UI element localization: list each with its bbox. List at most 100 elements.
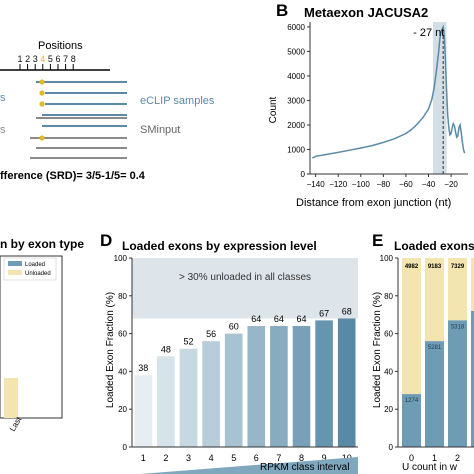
chart-e-y-tick-label: 20 <box>384 405 393 414</box>
chart-d-x-tick-label: 3 <box>186 453 191 463</box>
position-number: 2 <box>25 54 30 64</box>
chart-d-rpkm-wedge <box>140 457 358 474</box>
chart-d-bar <box>247 326 266 447</box>
chart-d-bar-value: 68 <box>342 306 352 316</box>
chart-e-y-tick-label: 0 <box>389 443 394 452</box>
chart-b-ylabel: Count <box>268 96 279 123</box>
crosslink-dot <box>39 135 45 141</box>
chart-d-bar-value: 67 <box>319 308 329 318</box>
chart-e-bar-unloaded <box>425 258 444 342</box>
chart-b-y-tick-label: 0 <box>301 170 306 179</box>
chart-d-xlabel: RPKM class interval <box>260 462 349 473</box>
chart-d-bar-value: 64 <box>296 314 306 324</box>
eclip-cut-label: s <box>0 92 6 104</box>
chart-d-bar <box>202 341 220 447</box>
chart-d-y-tick-label: 100 <box>114 254 128 263</box>
chart-d-x-tick-label: 2 <box>163 453 168 463</box>
chart-e-x-tick-label: 0 <box>409 453 414 463</box>
chart-d-bar-value: 56 <box>206 329 216 339</box>
chart-c-title: n by exon type <box>0 237 84 251</box>
chart-e-top-count: 9183 <box>428 264 442 270</box>
chart-b-xlabel: Distance from exon junction (nt) <box>296 197 451 209</box>
chart-b-y-tick-label: 6000 <box>287 23 305 32</box>
chart-d-y-tick-label: 20 <box>118 405 127 414</box>
chart-e-y-tick-label: 40 <box>384 367 393 376</box>
chart-d-x-tick-label: 6 <box>254 453 259 463</box>
chart-e-y-tick-label: 100 <box>380 254 394 263</box>
chart-d-x-tick-label: 1 <box>141 453 146 463</box>
sminput-cut-label: s <box>0 124 6 136</box>
chart-b-x-tick-label: −100 <box>352 180 371 189</box>
chart-e-bar-loaded <box>448 320 467 447</box>
chart-d-y-tick-label: 0 <box>123 443 128 452</box>
chart-c-plot-area <box>0 255 63 419</box>
chart-e-bar-unloaded <box>402 258 421 395</box>
chart-b-y-tick-label: 3000 <box>287 96 305 105</box>
chart-b-x-tick-label: −20 <box>444 180 458 189</box>
chart-b-x-tick-label: −40 <box>422 180 436 189</box>
eclip-label: eCLIP samples <box>140 95 215 107</box>
legend-swatch-unloaded <box>8 270 22 275</box>
panel-letter-d: D <box>100 231 112 250</box>
chart-e-x-tick-label: 2 <box>455 453 460 463</box>
chart-c-bar-unloaded <box>4 378 18 418</box>
chart-b-title: Metaexon JACUSA2 <box>304 5 428 20</box>
sminput-label: SMinput <box>140 124 180 136</box>
chart-d-bar <box>292 326 311 447</box>
chart-d-bar-value: 48 <box>161 344 171 354</box>
legend-loaded-label: Loaded <box>25 262 45 268</box>
chart-d-annotation: > 30% unloaded in all classes <box>179 272 311 283</box>
chart-d-ylabel: Loaded Exon Fraction (%) <box>105 292 116 408</box>
chart-d-title: Loaded exons by expression level <box>122 239 317 253</box>
chart-d-bar-value: 52 <box>183 337 193 347</box>
position-number: 1 <box>17 54 22 64</box>
chart-e-top-count: 4982 <box>405 264 419 270</box>
chart-b-annotation: - 27 nt <box>413 27 444 39</box>
chart-d-bar <box>270 326 288 447</box>
chart-d-bar-value: 38 <box>138 363 148 373</box>
chart-e-y-tick-label: 80 <box>384 292 393 301</box>
chart-e-x-tick-label: 1 <box>432 453 437 463</box>
chart-e-loaded-count: 5281 <box>428 345 442 351</box>
chart-d-bars: 3814825235646056466476486796810 <box>134 306 356 463</box>
chart-e-loaded-count: 5318 <box>451 324 465 330</box>
chart-d-bar-value: 60 <box>229 322 239 332</box>
chart-d-bar <box>179 348 198 447</box>
srd-formula: fference (SRD)= 3/5-1/5= 0.4 <box>0 170 146 182</box>
position-ticks <box>19 64 74 70</box>
panel-e: E Loaded exons 0 20 40 60 80 100 4982 1274 0 918… <box>372 231 474 473</box>
chart-e-y-tick-label: 60 <box>384 330 393 339</box>
chart-b-x-tick-label: −60 <box>399 180 413 189</box>
chart-b-x-ticks: −140 −120 −100 −80 −60 −40 −20 <box>307 174 458 189</box>
chart-d-bar <box>337 318 356 447</box>
chart-d-x-tick-label: 5 <box>231 453 236 463</box>
chart-b-x-tick-label: −140 <box>307 180 326 189</box>
chart-d-bar <box>134 375 153 447</box>
chart-e-bar-loaded <box>471 310 474 447</box>
chart-d-x-tick-label: 9 <box>322 453 327 463</box>
crosslink-dot <box>39 90 45 96</box>
panel-letter-b: B <box>276 1 288 20</box>
legend-unloaded-label: Unloaded <box>25 271 51 277</box>
chart-e-ylabel: Loaded Exon Fraction (%) <box>372 292 383 408</box>
chart-d-bar <box>315 320 333 447</box>
chart-e-top-count: 7329 <box>451 264 465 270</box>
chart-e-bars: 49821274091835281173295318237237273 <box>402 258 474 463</box>
chart-e-bar-unloaded <box>471 258 474 311</box>
position-number: 3 <box>33 54 38 64</box>
chart-d-bar-value: 64 <box>274 314 284 324</box>
chart-e-bar-loaded <box>425 341 444 447</box>
chart-d-bar <box>224 333 243 447</box>
chart-d-x-tick-label: 8 <box>299 453 304 463</box>
chart-b-y-ticks: 0 1000 2000 3000 4000 5000 6000 <box>287 23 310 179</box>
position-number: 6 <box>55 54 60 64</box>
legend-swatch-loaded <box>8 261 22 266</box>
chart-e-title: Loaded exons <box>394 239 474 253</box>
chart-e-bar-loaded <box>402 394 421 447</box>
chart-d-bar <box>157 356 175 447</box>
chart-b-x-tick-label: −120 <box>329 180 348 189</box>
chart-d-y-tick-label: 80 <box>118 292 127 301</box>
panel-letter-e: E <box>372 231 383 250</box>
